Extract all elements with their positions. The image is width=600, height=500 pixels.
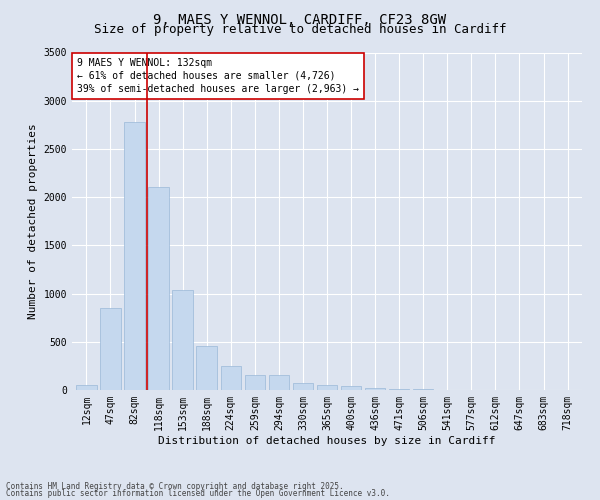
Text: Size of property relative to detached houses in Cardiff: Size of property relative to detached ho… [94,22,506,36]
X-axis label: Distribution of detached houses by size in Cardiff: Distribution of detached houses by size … [158,436,496,446]
Bar [245,375,265,390]
Bar [293,383,313,390]
Bar [221,366,241,390]
Y-axis label: Number of detached properties: Number of detached properties [28,124,38,319]
Bar [341,386,361,390]
Text: Contains HM Land Registry data © Crown copyright and database right 2025.: Contains HM Land Registry data © Crown c… [6,482,344,491]
Bar [365,388,385,390]
Bar [389,388,409,390]
Text: 9, MAES Y WENNOL, CARDIFF, CF23 8GW: 9, MAES Y WENNOL, CARDIFF, CF23 8GW [154,12,446,26]
Bar [100,308,121,390]
Text: Contains public sector information licensed under the Open Government Licence v3: Contains public sector information licen… [6,488,390,498]
Text: 9 MAES Y WENNOL: 132sqm
← 61% of detached houses are smaller (4,726)
39% of semi: 9 MAES Y WENNOL: 132sqm ← 61% of detache… [77,58,359,94]
Bar [76,384,97,390]
Bar [196,346,217,390]
Bar [317,384,337,390]
Bar [124,122,145,390]
Bar [148,186,169,390]
Bar [172,290,193,390]
Bar [413,389,433,390]
Bar [269,375,289,390]
